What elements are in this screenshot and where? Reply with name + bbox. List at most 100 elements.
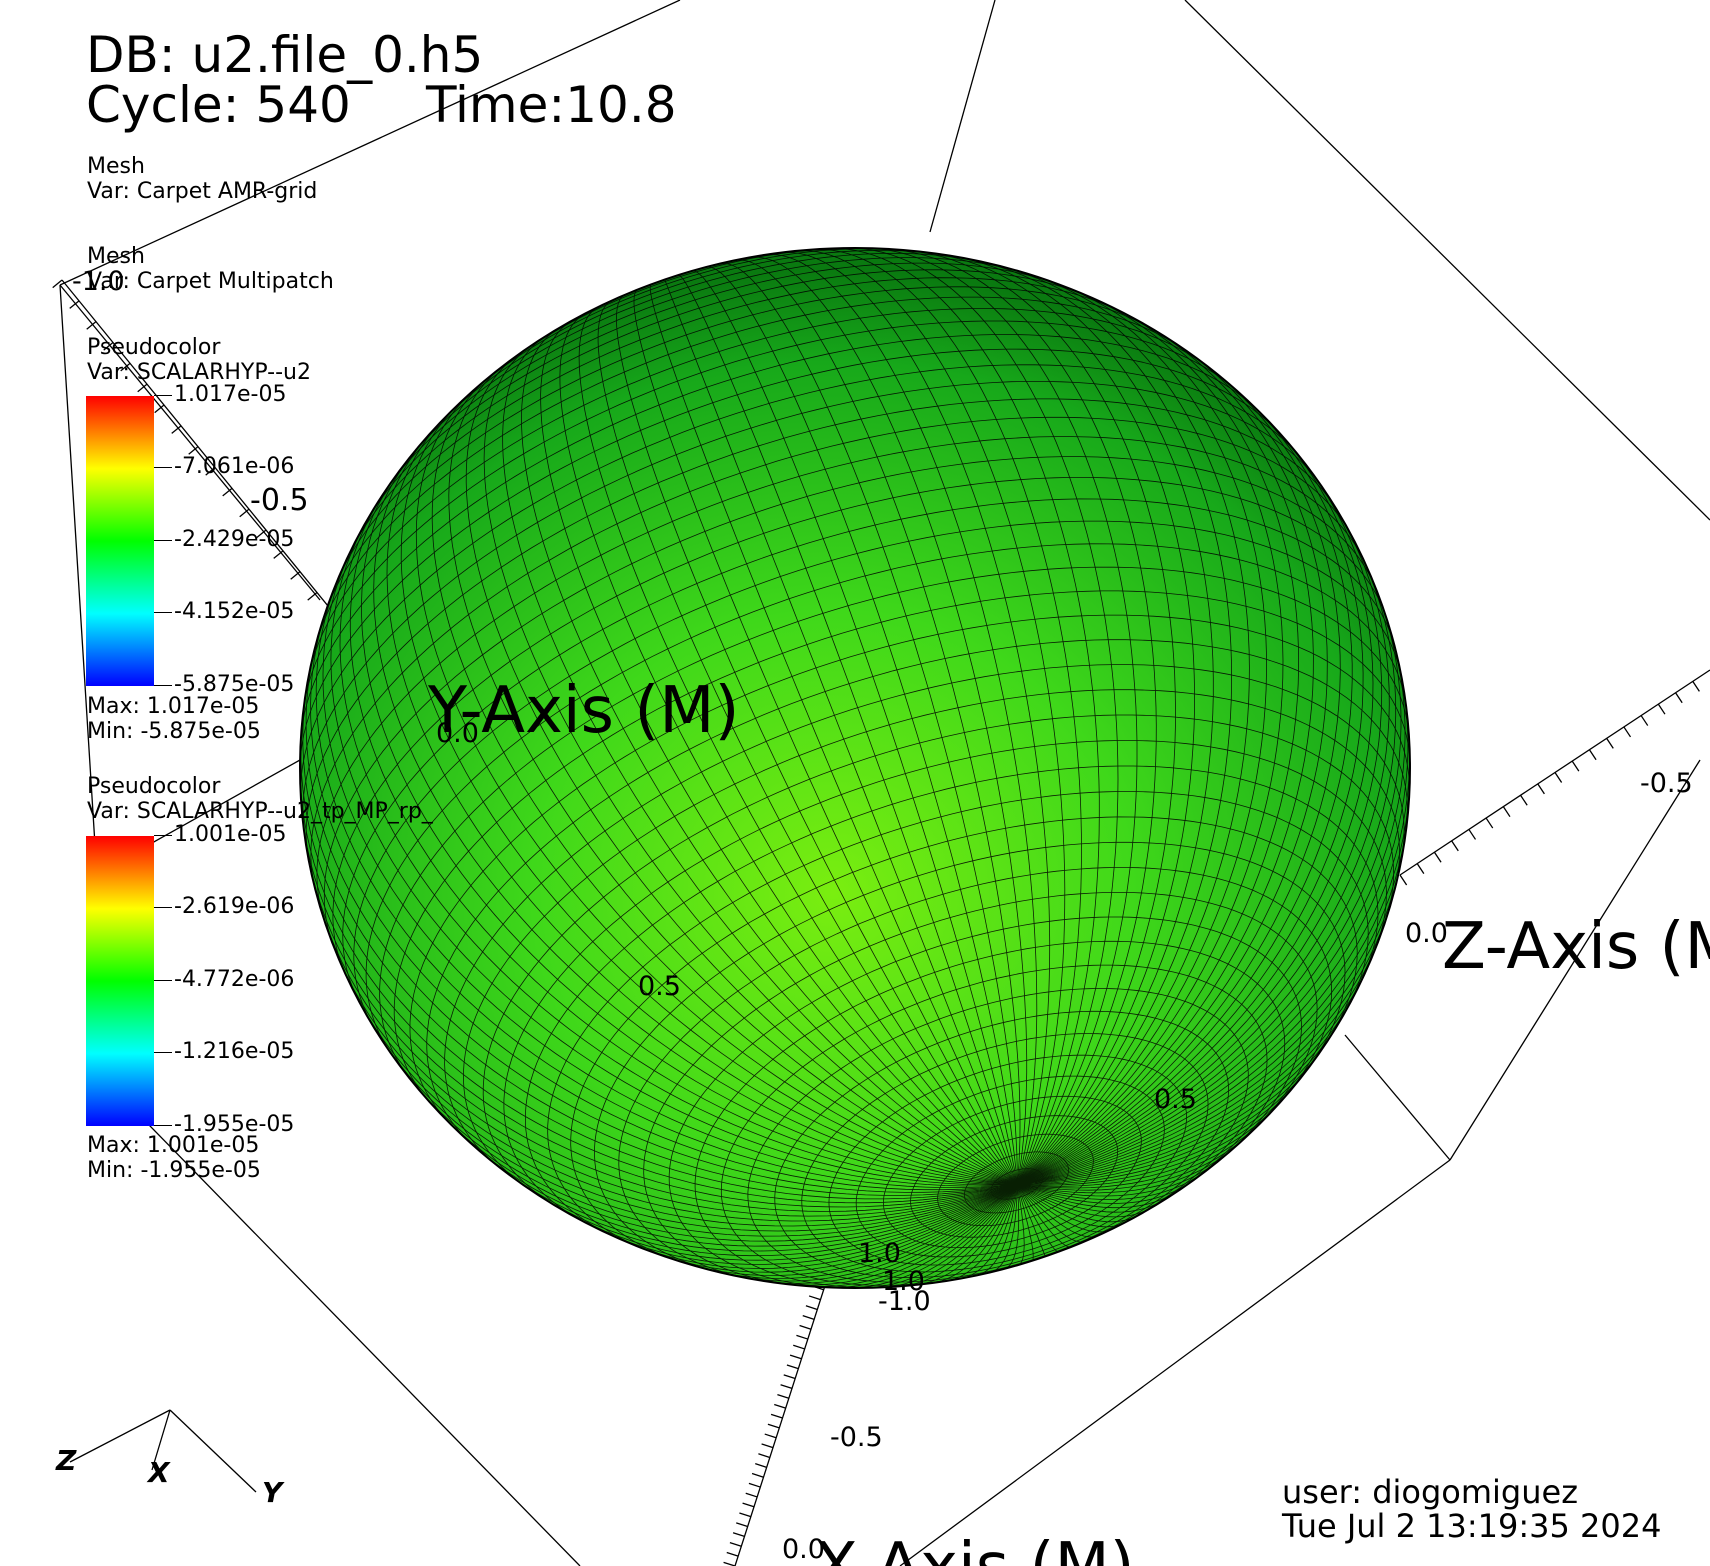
mesh-line — [1017, 1184, 1183, 1209]
axis-tick — [793, 1344, 805, 1350]
plot-type-label: Mesh — [87, 154, 145, 179]
mesh-line — [692, 270, 1018, 1185]
plot-type-label: Mesh — [87, 244, 145, 269]
colorbar-gradient — [86, 836, 154, 1126]
mesh-line — [1017, 957, 1373, 1185]
axis-tick — [239, 508, 250, 518]
mesh-line — [339, 493, 1018, 1185]
mesh-line — [351, 987, 1018, 1227]
mesh-line — [448, 364, 1018, 1185]
axis-tick — [1520, 794, 1528, 806]
colorbar-min-label: Min: -1.955e-05 — [87, 1158, 261, 1183]
mesh-line — [332, 477, 1388, 976]
axis-tick — [742, 1502, 755, 1508]
mesh-line — [302, 320, 1239, 712]
mesh-line — [1017, 459, 1383, 1185]
mesh-line — [1017, 1147, 1235, 1194]
mesh-line — [719, 262, 1018, 1185]
mesh-line — [342, 498, 1396, 1004]
mesh-line — [321, 286, 1163, 623]
mesh-line — [1017, 1063, 1312, 1185]
axis-label: -1.0 — [72, 266, 125, 297]
axis-tick — [1657, 703, 1666, 715]
mesh-line — [678, 274, 1018, 1185]
axis-tick — [1571, 760, 1580, 772]
mesh-line — [616, 294, 1018, 1185]
mesh-line — [922, 251, 1196, 1185]
mesh-line — [1016, 273, 1267, 1185]
axis-tick — [290, 571, 301, 580]
colorbar-tick: -5.875e-05 — [154, 674, 294, 696]
mesh-line — [314, 888, 1018, 1217]
axis-tick — [1399, 874, 1408, 886]
mesh-line — [1016, 1184, 1059, 1253]
mesh-line — [465, 355, 1018, 1185]
axis-labels: -1.0 -0.5 0.0 0.5 0.5 1.0 1.0 -1.0 -0.5 … — [72, 266, 1693, 1565]
axis-tick — [758, 1453, 771, 1459]
timestamp-label: Tue Jul 2 13:19:35 2024 — [1282, 1507, 1662, 1545]
mesh-line — [1017, 1179, 1195, 1204]
axis-tick — [1588, 749, 1597, 761]
mesh-line — [597, 300, 1018, 1185]
mesh-line — [300, 801, 1018, 1208]
mesh-line — [1016, 304, 1314, 1185]
mesh-line — [864, 1184, 1018, 1288]
mesh-line — [1016, 292, 1300, 1185]
axis-tick — [1675, 692, 1683, 704]
axis-tick — [774, 1403, 786, 1409]
axis-tick — [273, 550, 284, 559]
mesh-line — [1017, 1113, 1270, 1189]
mesh-line — [564, 1184, 1018, 1261]
axis-tick — [761, 1443, 774, 1449]
axis-tick — [726, 1551, 739, 1557]
mesh-line — [559, 312, 1018, 1185]
axis-tick — [69, 300, 80, 309]
axis-tick — [755, 1463, 767, 1468]
mesh-line — [735, 1184, 1018, 1282]
mesh-line — [1016, 1184, 1046, 1257]
time-label: Time:10.8 — [426, 76, 677, 134]
axis-tick — [777, 1393, 790, 1399]
mesh-line — [353, 520, 1403, 1032]
axis-tick — [732, 1532, 745, 1538]
user-label: user: diogomiguez — [1282, 1473, 1578, 1511]
triad-z-label: Z — [55, 1444, 77, 1477]
axis-tick — [748, 1482, 761, 1488]
mesh-line — [1016, 282, 1284, 1185]
mesh-line — [655, 1184, 1018, 1273]
axis-tick — [171, 425, 182, 434]
mesh-line — [1016, 1184, 1124, 1228]
x-axis-ruler — [723, 1265, 831, 1566]
mesh-line — [540, 318, 1018, 1185]
mesh-line — [1017, 982, 1361, 1185]
axis-tick — [1416, 863, 1425, 874]
mesh-line — [305, 398, 1340, 866]
axis-tick — [1606, 737, 1614, 749]
axis-tick — [1451, 840, 1459, 852]
mesh-line — [310, 604, 1018, 1191]
axis-tick — [745, 1492, 758, 1498]
axis-tick — [802, 1315, 815, 1320]
axis-tick — [120, 362, 131, 372]
axis-tick — [1485, 817, 1494, 829]
mesh-line — [1017, 393, 1364, 1185]
axis-label: -0.5 — [830, 1422, 883, 1453]
mesh-line — [349, 472, 1018, 1185]
mesh-line — [840, 1184, 1018, 1288]
z-axis-title: Z-Axis (M) — [1442, 910, 1710, 984]
mesh-line — [1017, 339, 1341, 1185]
mesh-line — [1017, 631, 1406, 1185]
mesh-line — [305, 845, 1018, 1212]
mesh-line — [760, 254, 1038, 1185]
mesh-line — [300, 364, 1304, 804]
mesh-line — [578, 306, 1018, 1185]
mesh-line — [883, 248, 1157, 1185]
mesh-line — [878, 1184, 1018, 1288]
mesh-line — [1017, 1018, 1342, 1185]
axis-tick — [789, 1354, 802, 1360]
mesh-line — [682, 1184, 1018, 1276]
mesh-line — [1017, 1131, 1252, 1191]
mesh-line — [409, 614, 1410, 1130]
mesh-line — [398, 1063, 1018, 1237]
